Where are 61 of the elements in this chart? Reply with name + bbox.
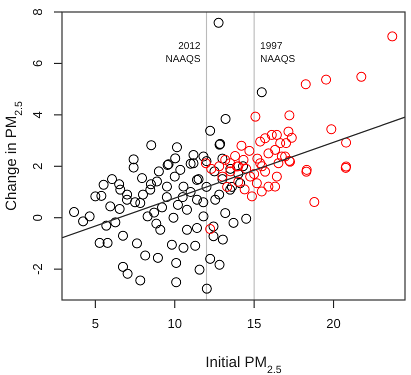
x-axis-title: Initial PM$_{2.5}$: [205, 354, 282, 375]
point: [266, 130, 277, 140]
point: [225, 158, 236, 168]
y-tick-label: 0: [30, 214, 45, 222]
point: [260, 133, 270, 144]
point: [275, 138, 286, 148]
point: [270, 144, 280, 155]
point: [273, 158, 284, 168]
y-tick-label: -2: [30, 263, 45, 275]
point: [217, 172, 228, 182]
point: [214, 161, 224, 172]
point: [321, 74, 332, 85]
point: [250, 112, 260, 122]
point: [240, 184, 250, 194]
point: [300, 79, 311, 90]
point: [255, 136, 266, 147]
ref-line-label: 1997 NAAQS: [260, 41, 296, 65]
point: [220, 154, 230, 165]
point: [284, 110, 294, 120]
point: [256, 186, 267, 196]
point: [225, 166, 236, 176]
point: [270, 182, 280, 192]
x-tick-label: 20: [326, 316, 341, 331]
point: [236, 140, 246, 151]
point: [276, 152, 287, 162]
point: [257, 161, 268, 172]
point: [309, 197, 320, 208]
point: [263, 148, 274, 158]
point: [341, 138, 352, 148]
point: [286, 132, 297, 143]
point: [326, 124, 336, 134]
point: [206, 164, 216, 174]
point: [246, 191, 257, 202]
point: [255, 158, 266, 168]
point: [241, 164, 252, 174]
point: [252, 154, 262, 164]
x-tick-label: 10: [168, 316, 182, 331]
y-tick-label: 4: [30, 111, 45, 118]
point: [244, 146, 254, 156]
point: [263, 182, 274, 192]
point: [238, 154, 249, 165]
point: [245, 172, 256, 182]
point: [249, 169, 260, 179]
point: [272, 130, 282, 140]
point: [356, 72, 366, 82]
ref-line-label: 2012 NAAQS: [165, 41, 201, 65]
point: [260, 166, 270, 177]
point: [387, 31, 398, 42]
point: [283, 126, 294, 137]
y-tick-label: 8: [30, 8, 45, 16]
y-tick-label: 2: [30, 162, 45, 170]
point: [281, 138, 292, 148]
point: [252, 178, 262, 188]
point: [280, 152, 290, 162]
x-tick-label: 5: [92, 316, 99, 331]
point: [272, 172, 282, 182]
y-tick-label: 6: [30, 60, 45, 68]
point: [205, 224, 216, 234]
point: [230, 151, 240, 161]
x-tick-label: 15: [246, 316, 262, 331]
point: [222, 182, 232, 192]
